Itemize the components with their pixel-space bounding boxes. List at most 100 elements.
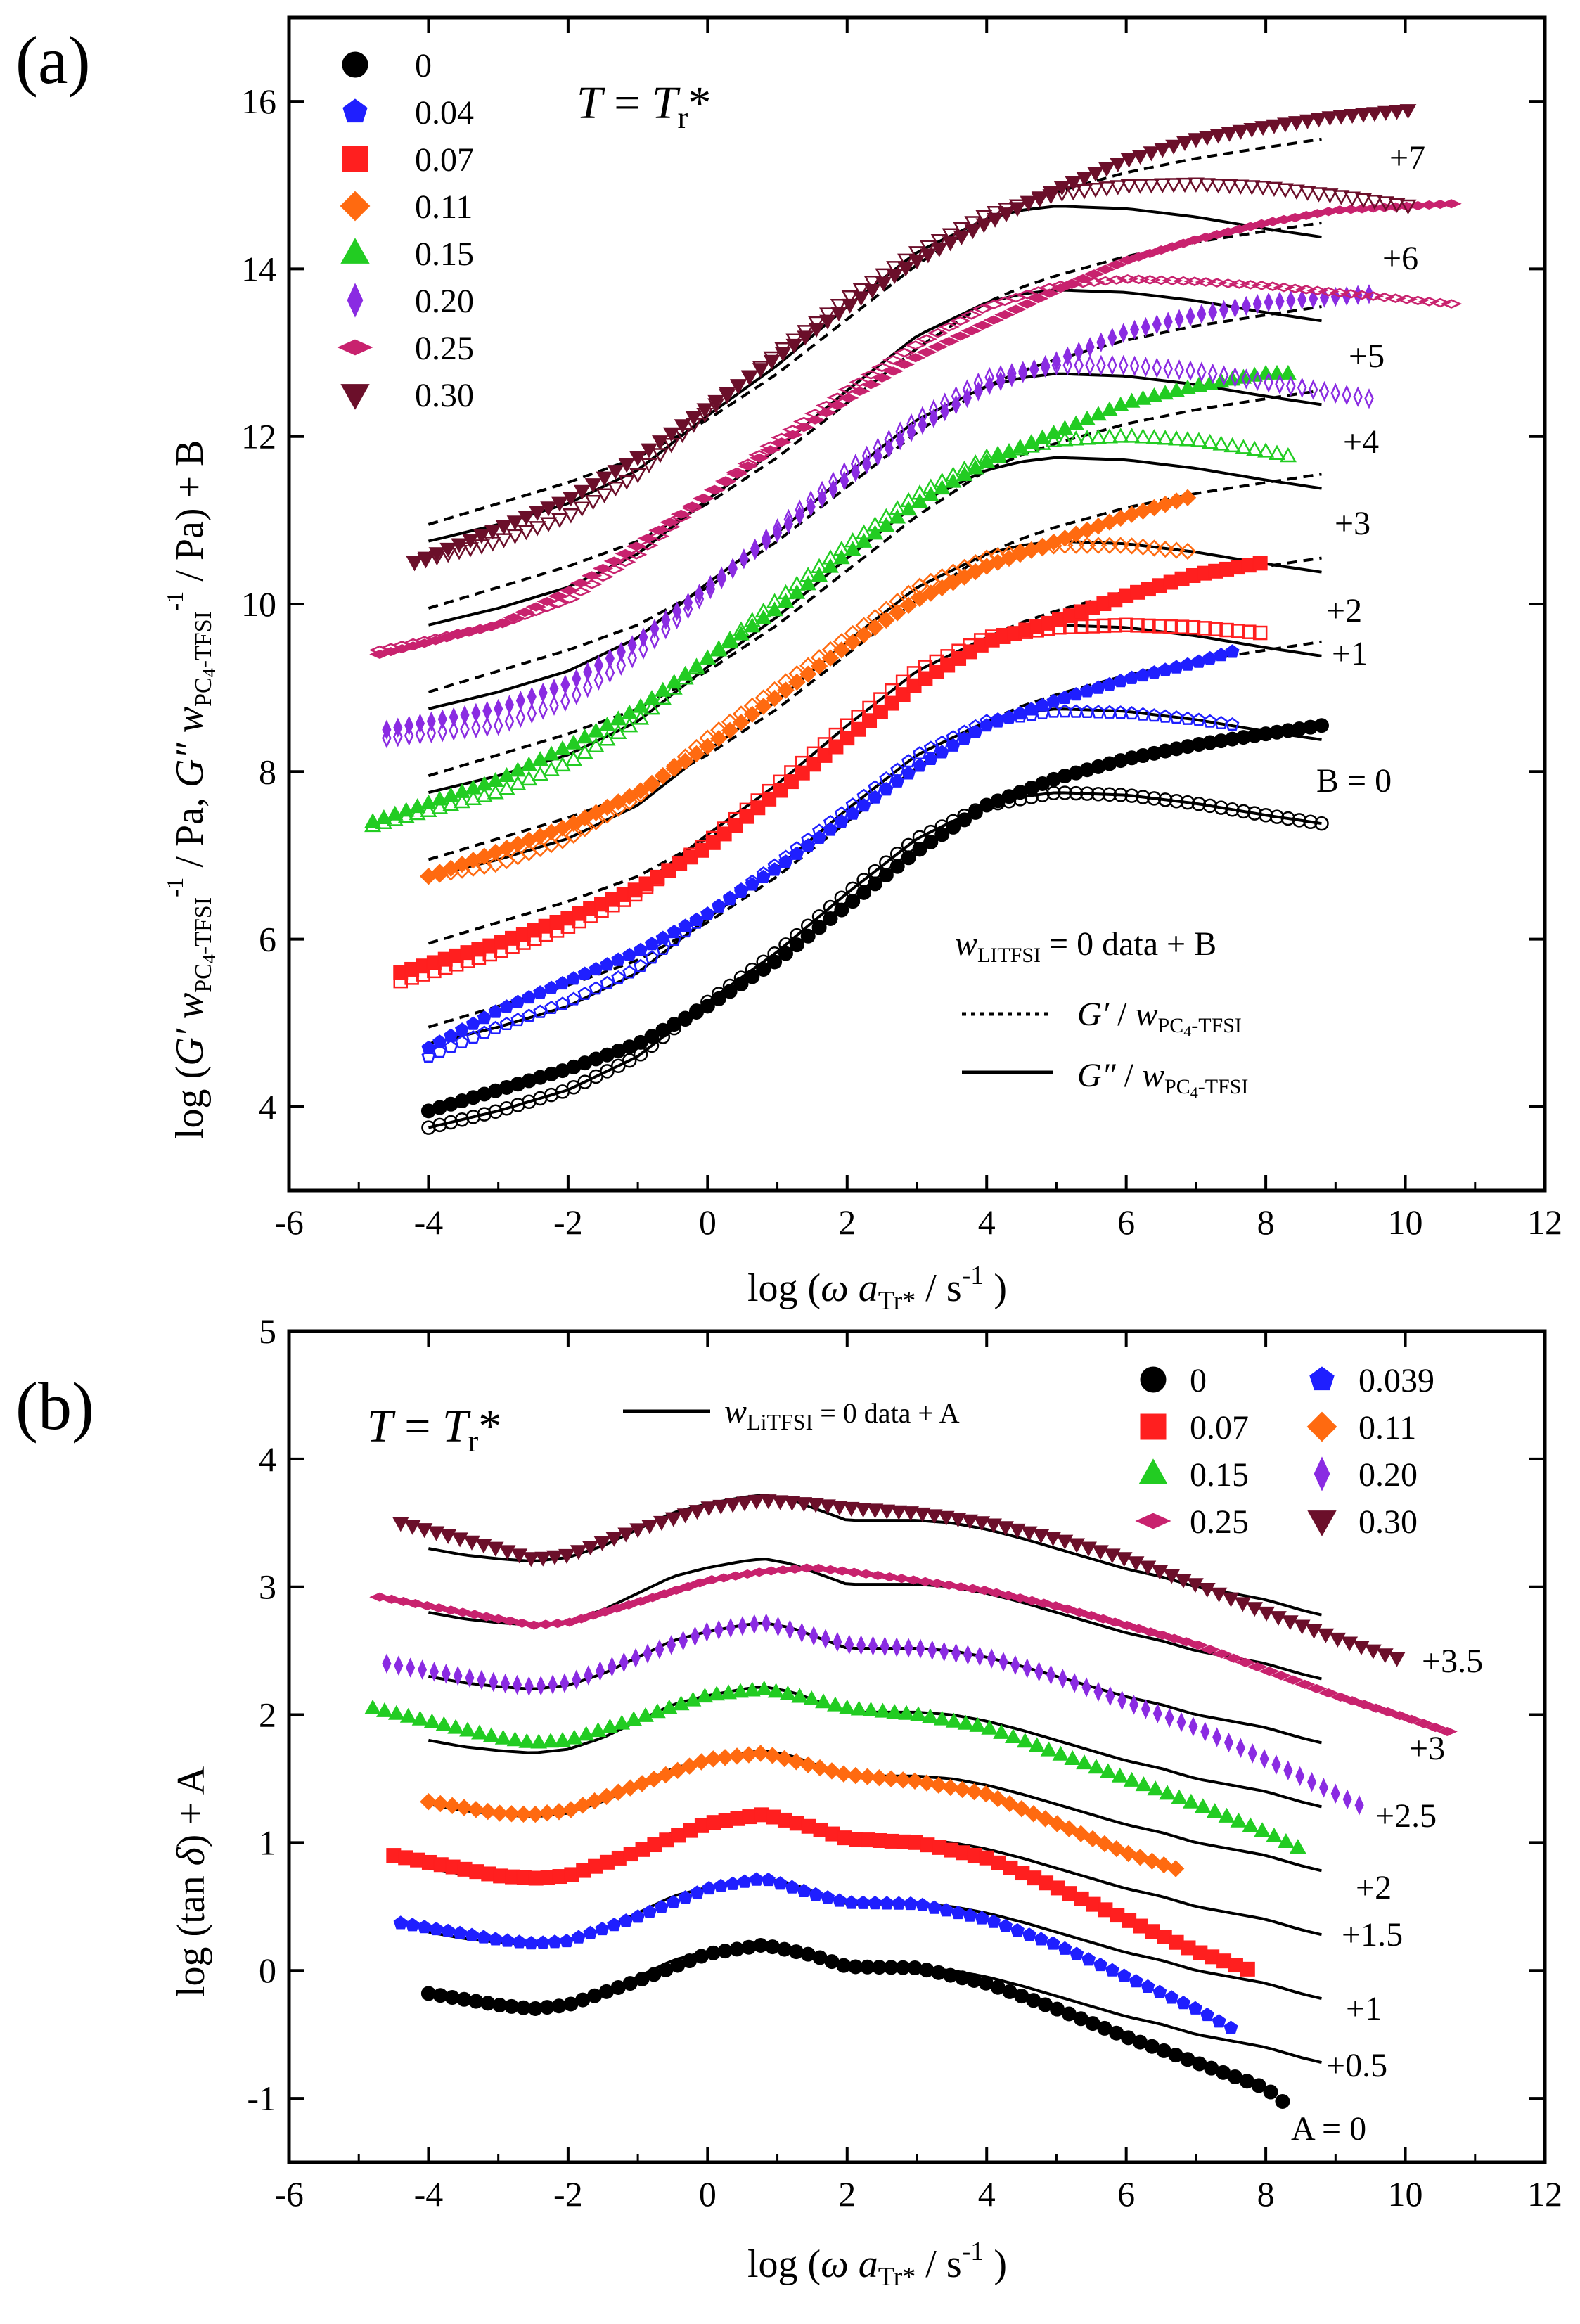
data-point-gprime — [900, 501, 917, 516]
data-point-tan-delta — [977, 1785, 995, 1803]
data-point-tan-delta — [518, 1733, 536, 1748]
data-point-tan-delta — [524, 1936, 539, 1950]
data-point-gdoubleprime — [1074, 619, 1089, 634]
data-point-tan-delta — [894, 1771, 912, 1789]
data-point-gdoubleprime — [1399, 199, 1417, 215]
data-point-tan-delta — [613, 1714, 631, 1730]
data-point-gdoubleprime — [540, 517, 558, 532]
data-point-gdoubleprime — [919, 240, 937, 255]
data-point-tan-delta — [847, 1766, 864, 1785]
data-point-tan-delta — [546, 1550, 563, 1565]
data-point-gprime — [1009, 202, 1026, 217]
data-point-gprime — [1399, 104, 1417, 120]
data-point-tan-delta — [1266, 1827, 1283, 1842]
data-point-gprime — [756, 869, 771, 883]
data-point-gprime — [844, 634, 861, 651]
data-point-gprime — [662, 427, 680, 442]
legend-marker — [342, 51, 368, 78]
data-point-gprime — [856, 885, 872, 900]
data-point-gprime — [1065, 176, 1082, 191]
data-point-tan-delta — [1092, 1545, 1109, 1560]
data-point-gdoubleprime — [1280, 811, 1296, 826]
data-point-tan-delta — [720, 1684, 737, 1700]
data-point-gdoubleprime — [1268, 444, 1286, 460]
data-point-gprime — [767, 862, 782, 876]
data-point-tan-delta — [963, 1908, 977, 1922]
data-point-gprime — [996, 371, 1006, 392]
data-point-tan-delta — [432, 1795, 449, 1813]
data-point-tan-delta — [1159, 1785, 1176, 1800]
y-tick-label: 5 — [259, 1311, 276, 1351]
data-point-gprime — [473, 529, 490, 544]
data-point-gprime — [1017, 299, 1038, 309]
data-point-tan-delta — [866, 1503, 884, 1519]
data-point-tan-delta — [560, 1673, 570, 1693]
data-point-gprime — [871, 373, 893, 383]
data-point-tan-delta — [874, 1702, 892, 1718]
data-point-gdoubleprime — [1225, 802, 1240, 817]
data-point-gprime — [432, 1034, 447, 1048]
x-tick-label: 6 — [1117, 2174, 1135, 2214]
data-point-gprime — [852, 291, 870, 307]
y-tick-label: 16 — [241, 82, 276, 121]
data-point-tan-delta — [776, 1750, 793, 1768]
data-point-gprime — [421, 1040, 436, 1054]
data-point-gdoubleprime — [1069, 704, 1084, 718]
data-point-gdoubleprime — [1118, 354, 1129, 376]
data-point-gdoubleprime — [587, 813, 605, 830]
data-point-gprime — [1143, 146, 1160, 162]
data-point-gdoubleprime — [404, 725, 414, 746]
data-point-gdoubleprime — [949, 316, 971, 326]
data-point-gprime — [455, 1022, 470, 1036]
data-point-gdoubleprime — [415, 724, 425, 745]
data-point-tan-delta — [1081, 1952, 1096, 1966]
y-tick-label: -1 — [247, 2079, 276, 2118]
data-point-gdoubleprime — [1089, 537, 1107, 554]
data-point-gdoubleprime — [605, 662, 615, 683]
data-point-tan-delta — [819, 1499, 836, 1515]
data-point-gdoubleprime — [1247, 806, 1262, 821]
data-point-tan-delta — [1022, 1927, 1036, 1941]
data-point-gdoubleprime — [1197, 361, 1207, 383]
legend-label: 0.30 — [415, 377, 474, 414]
data-point-gdoubleprime — [1202, 714, 1217, 728]
data-point-gprime — [584, 478, 602, 494]
legend-label: 0.039 — [1359, 1362, 1434, 1399]
data-point-tan-delta — [939, 1903, 953, 1917]
data-point-gprime — [393, 717, 403, 738]
data-point-gdoubleprime — [616, 655, 627, 676]
data-point-tan-delta — [795, 1497, 813, 1513]
data-point-gdoubleprime — [953, 222, 970, 238]
shift-label-b: +1.5 — [1342, 1916, 1403, 1953]
data-point-tan-delta — [1117, 1968, 1131, 1982]
data-point-gdoubleprime — [487, 784, 504, 800]
data-point-gprime — [650, 618, 660, 639]
data-point-gdoubleprime — [1168, 541, 1186, 559]
data-point-tan-delta — [1064, 1750, 1081, 1765]
data-point-tan-delta — [1271, 1754, 1281, 1775]
data-point-gprime — [951, 394, 961, 415]
data-point-gprime — [1020, 196, 1037, 212]
data-point-tan-delta — [749, 1872, 764, 1886]
data-point-gprime — [830, 307, 847, 322]
data-point-gprime — [1252, 294, 1262, 314]
data-point-gdoubleprime — [1072, 278, 1094, 288]
data-point-tan-delta — [453, 1666, 463, 1686]
data-point-gprime — [912, 842, 927, 857]
x-axis-label-a: log (ω aTr* / s-1 ) — [747, 1261, 1007, 1316]
data-point-gdoubleprime — [577, 1074, 592, 1089]
data-point-gprime — [538, 682, 548, 703]
data-point-gdoubleprime — [543, 761, 560, 776]
data-point-gdoubleprime — [589, 981, 603, 995]
data-point-gdoubleprime — [1318, 287, 1340, 297]
data-point-tan-delta — [406, 1657, 416, 1678]
data-point-gprime — [964, 224, 982, 240]
y-tick-label: 12 — [241, 417, 276, 456]
data-point-gprime — [693, 493, 714, 503]
data-point-tan-delta — [914, 1507, 931, 1522]
data-point-gprime — [949, 331, 971, 341]
data-point-tan-delta — [393, 1915, 408, 1930]
data-point-gdoubleprime — [572, 684, 582, 705]
data-point-gprime — [1018, 363, 1028, 383]
data-point-tan-delta — [714, 1619, 724, 1640]
